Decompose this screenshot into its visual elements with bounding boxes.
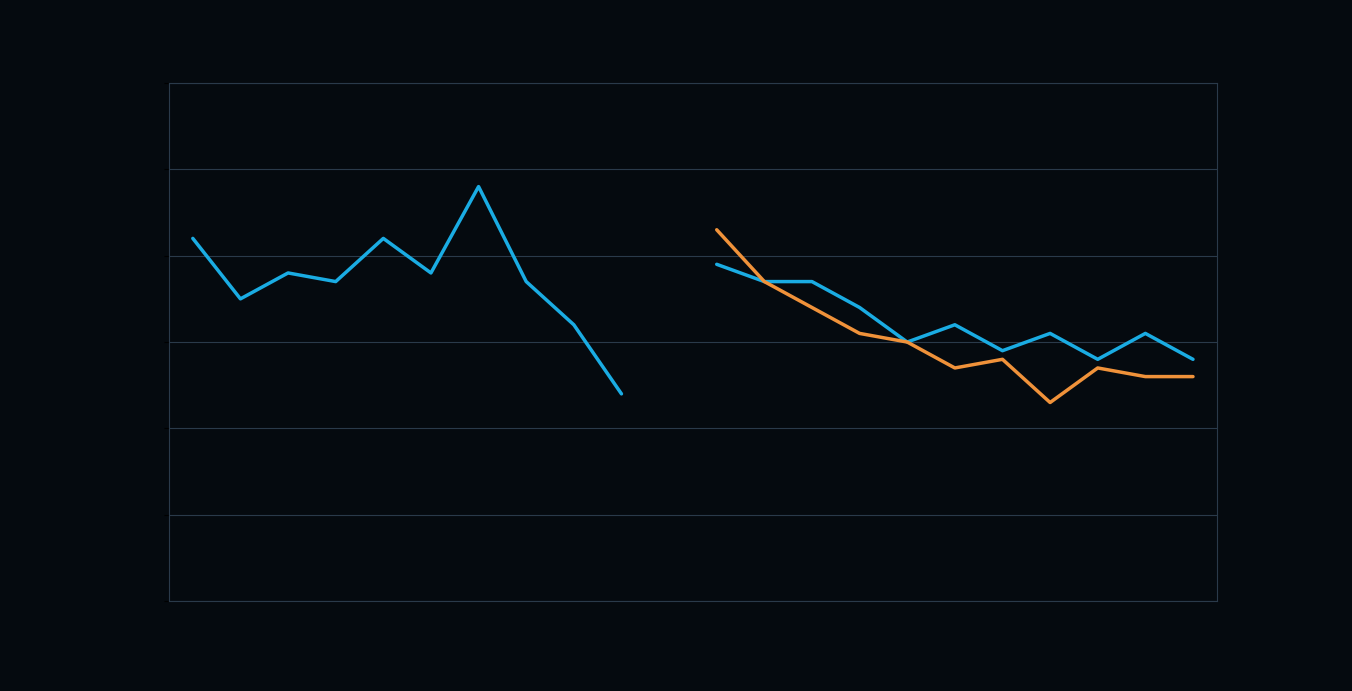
Legend: , : , <box>584 681 802 691</box>
